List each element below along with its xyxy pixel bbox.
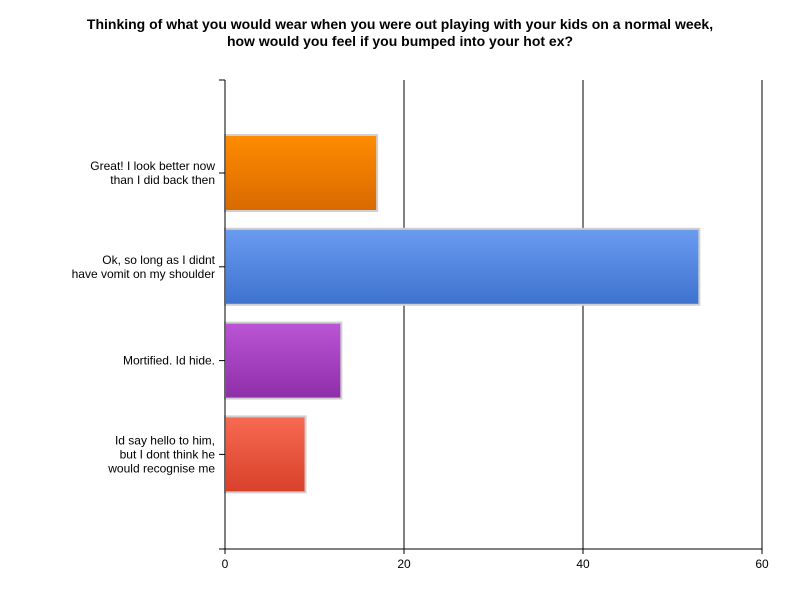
x-tick-label-20: 20 — [397, 557, 411, 571]
bar-0 — [224, 134, 379, 212]
x-tick-label-60: 60 — [755, 557, 769, 571]
category-label-3: Id say hello to him, but I dont think he w… — [107, 433, 215, 475]
chart-title-line-2: how would you feel if you bumped into yo… — [226, 33, 574, 49]
category-label-0: Great! I look better now than I did back … — [90, 159, 215, 187]
chart-title: Thinking of what you would wear when you… — [0, 16, 800, 50]
chart-title-line-1: Thinking of what you would wear when you… — [86, 16, 714, 32]
bars — [224, 134, 701, 494]
x-tick-label-0: 0 — [222, 557, 229, 571]
bar-3 — [224, 415, 307, 494]
gridlines — [403, 80, 763, 549]
labels: 0 20 40 60 Great! I look better now than I di… — [72, 159, 769, 571]
axes — [219, 79, 763, 554]
category-label-1: Ok, so long as I didnt have vomit on my s… — [72, 253, 216, 281]
category-label-2: Mortified. Id hide. — [123, 354, 215, 368]
bar-2 — [224, 321, 343, 400]
bar-1 — [224, 227, 701, 306]
x-tick-label-40: 40 — [576, 557, 590, 571]
